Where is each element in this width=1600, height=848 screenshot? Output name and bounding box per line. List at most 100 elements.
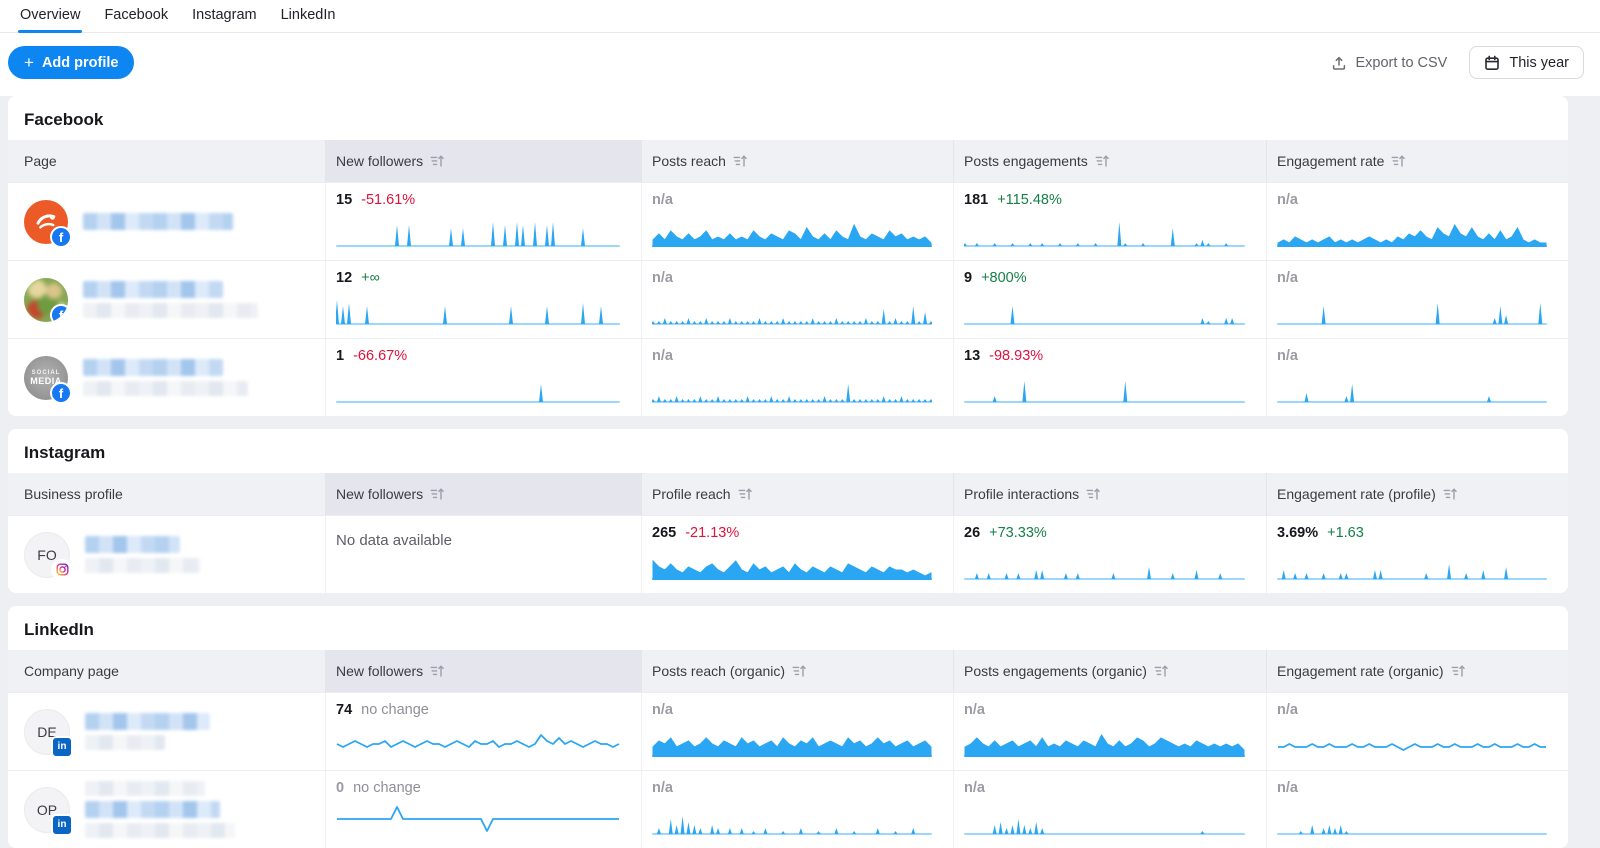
metric-cell-new-followers: 1-66.67% <box>325 339 641 416</box>
metric-value: 9 <box>964 270 972 287</box>
column-header-engagement-rate-organic[interactable]: Engagement rate (organic) <box>1266 650 1568 692</box>
metric-change: +∞ <box>361 270 380 287</box>
profile-cell[interactable]: FO <box>8 516 325 593</box>
profile-cell[interactable]: OPin <box>8 771 325 848</box>
metric-value-line: 3.69%+1.63 <box>1277 525 1568 542</box>
tab-facebook[interactable]: Facebook <box>92 0 180 32</box>
metric-cell-engagement-rate-profile: 3.69%+1.63 <box>1266 516 1568 593</box>
column-header-new-followers[interactable]: New followers <box>325 473 641 515</box>
tab-overview[interactable]: Overview <box>8 0 92 32</box>
column-header-new-followers[interactable]: New followers <box>325 650 641 692</box>
sort-icon <box>430 664 445 678</box>
metric-cell-posts-engagements: 13-98.93% <box>953 339 1266 416</box>
metric-cell-profile-reach: 265-21.13% <box>641 516 953 593</box>
sparkline <box>964 722 1266 758</box>
column-header-label: Profile interactions <box>964 486 1079 502</box>
metric-cell-posts-reach: n/a <box>641 261 953 338</box>
sparkline <box>1277 368 1568 404</box>
section-title: Facebook <box>8 96 1568 140</box>
sparkline <box>652 722 953 758</box>
metric-value-line: n/a <box>652 192 953 209</box>
sparkline <box>964 368 1266 404</box>
metric-value: n/a <box>1277 702 1298 719</box>
metric-value: n/a <box>652 192 673 209</box>
column-header-business-profile: Business profile <box>8 473 325 515</box>
metric-cell-new-followers: No data available <box>325 516 641 593</box>
redacted-text-line <box>85 713 210 730</box>
metric-value-line: n/a <box>652 780 953 797</box>
redacted-text-line <box>83 303 258 318</box>
column-header-engagement-rate-profile[interactable]: Engagement rate (profile) <box>1266 473 1568 515</box>
column-header-new-followers[interactable]: New followers <box>325 140 641 182</box>
column-header-posts-reach-organic[interactable]: Posts reach (organic) <box>641 650 953 692</box>
metric-value-line: n/a <box>964 702 1266 719</box>
sparkline-chart <box>964 368 1245 404</box>
metric-cell-engagement-rate-organic: n/a <box>1266 693 1568 770</box>
profile-cell[interactable]: DEin <box>8 693 325 770</box>
facebook-badge-icon: f <box>50 304 68 322</box>
date-range-button[interactable]: This year <box>1469 46 1584 79</box>
redacted-text-line <box>83 281 223 298</box>
sort-icon <box>430 487 445 501</box>
metric-value: 13 <box>964 348 980 365</box>
sparkline-chart <box>964 212 1245 248</box>
no-data-label: No data available <box>336 525 641 549</box>
metric-value-line: n/a <box>1277 702 1568 719</box>
profile-cell[interactable]: f <box>8 183 325 260</box>
export-csv-button[interactable]: Export to CSV <box>1331 55 1447 71</box>
metric-value: n/a <box>1277 270 1298 287</box>
section-card-instagram: InstagramBusiness profileNew followersPr… <box>8 429 1568 593</box>
toolbar: + Add profile Export to CSV <box>0 33 1600 96</box>
metric-value-line: n/a <box>1277 780 1568 797</box>
metric-cell-engagement-rate: n/a <box>1266 183 1568 260</box>
profile-cell[interactable]: SOCIALMEDIAf <box>8 339 325 416</box>
column-header-label: New followers <box>336 486 423 502</box>
profile-cell[interactable]: f <box>8 261 325 338</box>
sparkline-chart <box>652 800 932 836</box>
column-header-posts-engagements-organic[interactable]: Posts engagements (organic) <box>953 650 1266 692</box>
metric-change: +800% <box>981 270 1027 287</box>
profile-row: DEin74no changen/an/an/a <box>8 692 1568 770</box>
metric-cell-engagement-rate-organic: n/a <box>1266 771 1568 848</box>
metric-value-line: n/a <box>652 270 953 287</box>
profile-row: f15-51.61%n/a181+115.48%n/a <box>8 182 1568 260</box>
metric-cell-posts-engagements-organic: n/a <box>953 771 1266 848</box>
metric-cell-posts-reach: n/a <box>641 183 953 260</box>
sparkline <box>1277 545 1568 581</box>
redacted-text-line <box>83 359 223 376</box>
metric-value-line: 12+∞ <box>336 270 641 287</box>
sparkline <box>964 290 1266 326</box>
metric-cell-posts-reach-organic: n/a <box>641 771 953 848</box>
sparkline-chart <box>336 722 620 758</box>
sparkline-chart <box>1277 290 1547 326</box>
sparkline-chart <box>652 212 932 248</box>
tab-linkedin[interactable]: LinkedIn <box>269 0 348 32</box>
tab-instagram[interactable]: Instagram <box>180 0 268 32</box>
metric-value-line: 0no change <box>336 780 641 797</box>
profile-row: FONo data available265-21.13%26+73.33%3.… <box>8 515 1568 593</box>
column-header-label: Engagement rate (profile) <box>1277 486 1436 502</box>
column-header-profile-interactions[interactable]: Profile interactions <box>953 473 1266 515</box>
column-header-page: Page <box>8 140 325 182</box>
sparkline <box>1277 290 1568 326</box>
date-range-label: This year <box>1509 55 1569 71</box>
metric-value-line: n/a <box>1277 192 1568 209</box>
redacted-text-line <box>83 381 248 396</box>
column-header-profile-reach[interactable]: Profile reach <box>641 473 953 515</box>
sparkline-chart <box>652 368 932 404</box>
column-header-posts-reach[interactable]: Posts reach <box>641 140 953 182</box>
export-icon <box>1331 55 1347 71</box>
metric-value: n/a <box>652 780 673 797</box>
sparkline-chart <box>1277 722 1547 758</box>
profile-avatar: SOCIALMEDIAf <box>24 356 68 400</box>
column-header-posts-engagements[interactable]: Posts engagements <box>953 140 1266 182</box>
sort-icon <box>738 487 753 501</box>
redacted-profile-name <box>85 713 210 750</box>
sparkline-chart <box>336 368 620 404</box>
metric-cell-posts-engagements: 181+115.48% <box>953 183 1266 260</box>
column-header-engagement-rate[interactable]: Engagement rate <box>1266 140 1568 182</box>
sparkline <box>652 368 953 404</box>
sort-icon <box>1391 154 1406 168</box>
add-profile-button[interactable]: + Add profile <box>8 46 134 79</box>
metric-value: n/a <box>652 348 673 365</box>
